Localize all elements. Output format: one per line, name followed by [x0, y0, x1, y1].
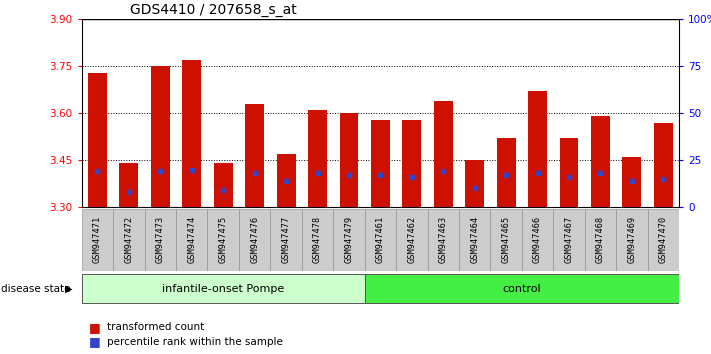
- Bar: [182, 60, 201, 207]
- Text: transformed count: transformed count: [107, 322, 204, 332]
- Text: GSM947469: GSM947469: [627, 216, 636, 263]
- Bar: [402, 120, 421, 207]
- Text: control: control: [503, 284, 541, 293]
- Bar: [82, 209, 113, 271]
- Text: ▶: ▶: [65, 284, 73, 293]
- Bar: [528, 91, 547, 207]
- Text: GSM947465: GSM947465: [502, 216, 510, 263]
- Bar: [151, 66, 170, 207]
- Bar: [144, 209, 176, 271]
- Text: GSM947476: GSM947476: [250, 216, 259, 263]
- Bar: [560, 138, 579, 207]
- Text: GSM947473: GSM947473: [156, 216, 165, 263]
- Bar: [491, 209, 522, 271]
- Bar: [88, 73, 107, 207]
- Bar: [459, 209, 491, 271]
- Bar: [340, 113, 358, 207]
- Text: GDS4410 / 207658_s_at: GDS4410 / 207658_s_at: [129, 3, 296, 17]
- Text: GSM947464: GSM947464: [470, 216, 479, 263]
- Bar: [434, 101, 453, 207]
- Bar: [119, 163, 139, 207]
- Bar: [365, 209, 396, 271]
- Bar: [622, 157, 641, 207]
- Bar: [239, 209, 270, 271]
- Text: GSM947467: GSM947467: [565, 216, 574, 263]
- Text: disease state: disease state: [1, 284, 70, 293]
- Text: GSM947477: GSM947477: [282, 216, 291, 263]
- Bar: [648, 209, 679, 271]
- Text: GSM947478: GSM947478: [313, 216, 322, 263]
- Text: ■: ■: [89, 335, 101, 348]
- Text: infantile-onset Pompe: infantile-onset Pompe: [162, 284, 284, 293]
- Bar: [277, 154, 296, 207]
- Bar: [245, 104, 264, 207]
- Bar: [591, 116, 610, 207]
- Text: GSM947471: GSM947471: [93, 216, 102, 263]
- Bar: [113, 209, 144, 271]
- Bar: [553, 209, 584, 271]
- Bar: [371, 120, 390, 207]
- Text: GSM947461: GSM947461: [376, 216, 385, 263]
- Text: GSM947474: GSM947474: [187, 216, 196, 263]
- Bar: [465, 160, 484, 207]
- Bar: [497, 138, 515, 207]
- Text: GSM947475: GSM947475: [219, 216, 228, 263]
- Bar: [584, 209, 616, 271]
- Text: GSM947472: GSM947472: [124, 216, 134, 263]
- Bar: [82, 274, 365, 303]
- Text: GSM947470: GSM947470: [659, 216, 668, 263]
- Text: GSM947462: GSM947462: [407, 216, 417, 263]
- Text: percentile rank within the sample: percentile rank within the sample: [107, 337, 282, 347]
- Bar: [333, 209, 365, 271]
- Bar: [301, 209, 333, 271]
- Text: ■: ■: [89, 321, 101, 334]
- Text: GSM947468: GSM947468: [596, 216, 605, 263]
- Text: GSM947463: GSM947463: [439, 216, 448, 263]
- Text: GSM947466: GSM947466: [533, 216, 542, 263]
- Bar: [522, 209, 553, 271]
- Bar: [176, 209, 208, 271]
- Bar: [308, 110, 327, 207]
- Bar: [365, 274, 679, 303]
- Bar: [396, 209, 427, 271]
- Bar: [654, 123, 673, 207]
- Bar: [208, 209, 239, 271]
- Text: GSM947479: GSM947479: [344, 216, 353, 263]
- Bar: [616, 209, 648, 271]
- Bar: [270, 209, 301, 271]
- Bar: [214, 163, 232, 207]
- Bar: [427, 209, 459, 271]
